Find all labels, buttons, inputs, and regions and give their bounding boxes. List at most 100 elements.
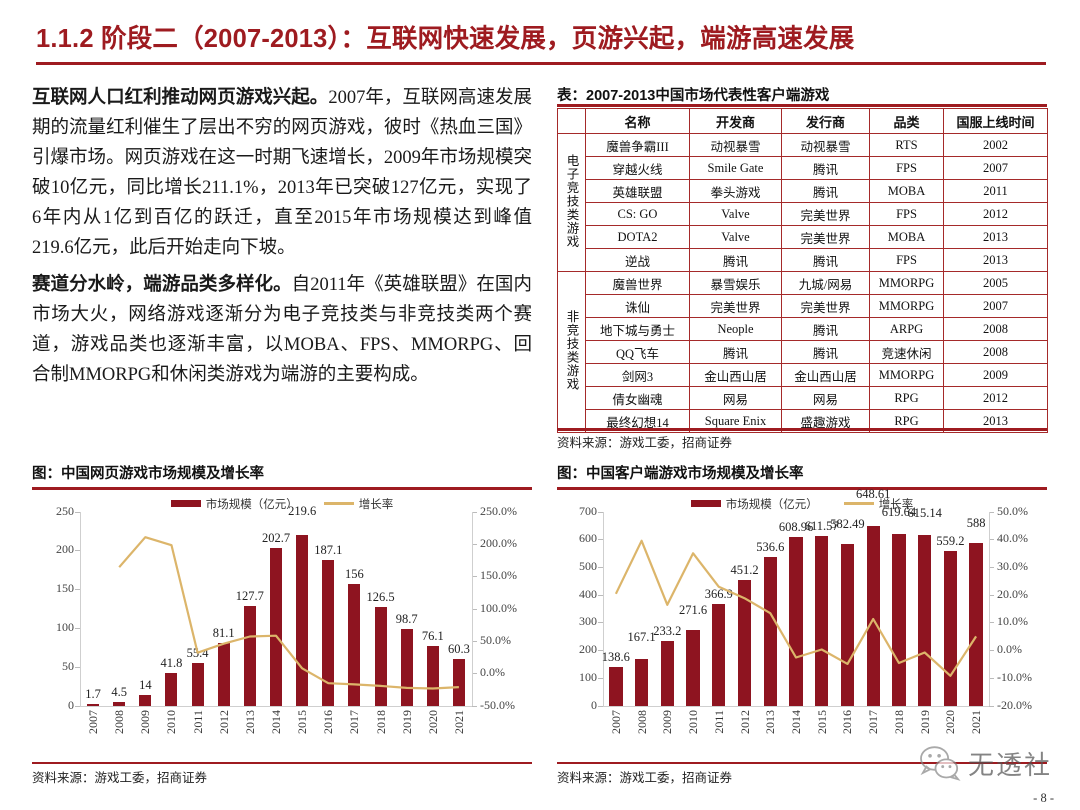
table-body: 电子竞技类游戏 魔兽争霸III 动视暴雪 动视暴雪 RTS 2002 穿越火线 Smile G… [557,133,1048,433]
bar [686,630,700,706]
y-axis-left-tick-mark [598,705,603,707]
legend-swatch-icon [690,500,721,507]
client-games-table: 名称 开发商 发行商 品类 国服上线时间 电子竞技类游戏 魔兽争霸III 动视暴雪 动视暴雪 R… [557,108,1048,433]
x-axis-tick-label: 2021 [969,709,984,734]
table-cell: 诛仙 [585,294,690,318]
y-axis-right-tick-mark [989,511,994,513]
table-row: CS: GO Valve 完美世界 FPS 2012 [558,202,1048,226]
figure-webgame-source: 资料来源：游戏工委，招商证券 [32,771,208,785]
bar [165,673,178,706]
x-axis-tick-label: 2018 [373,709,388,734]
x-axis-tick-label: 2019 [917,709,932,734]
table-cell: MMORPG [869,271,944,295]
x-axis-tick-label: 2011 [711,709,726,734]
table-cell: 竞速休闲 [869,340,944,364]
table-cell: 金山西山居 [689,363,782,387]
figure-webgame-caption-divider [32,487,532,490]
x-axis-tick-label: 2008 [112,709,127,734]
bar-value-label: 156 [345,567,364,582]
x-axis-tick-label: 2014 [789,709,803,734]
y-axis-left-spine [603,511,604,706]
figure-clientgame-caption: 图：中国客户端游戏市场规模及增长率 [557,466,804,482]
x-axis-tick-label: 2011 [190,709,205,734]
x-axis-tick-label: 2007 [608,709,623,734]
legend-swatch-icon [170,500,201,507]
chart-legend: 市场规模（亿元） 增长率 [557,496,1047,512]
table-cell: CS: GO [585,202,690,226]
watermark-text: 无透社 [967,750,1052,780]
legend-label: 市场规模（亿元） [725,498,818,511]
y-axis-left-tick: 50 [62,658,74,673]
table-cell: 2007 [943,294,1048,318]
watermark: 无透社 [918,744,1052,782]
y-axis-right-tick: 0.0% [997,642,1022,657]
y-axis-right-spine [989,511,990,706]
x-axis-tick-label: 2010 [164,709,179,734]
x-axis-tick-label: 2017 [347,709,362,734]
y-axis-right-tick-mark [989,677,994,679]
x-axis-tick-label: 2013 [242,709,257,734]
table-header-2: 开发商 [689,108,782,134]
figure-webgame-source-divider [32,761,532,764]
table-category-label: 电子竞技类游戏 [564,153,579,249]
y-axis-right-tick: 250.0% [480,503,517,518]
x-axis-tick-label: 2020 [943,709,958,734]
table-header-4: 品类 [869,108,944,134]
table-cell: FPS [869,248,944,272]
y-axis-left-tick-mark [75,666,80,668]
table-row: QQ飞车 腾讯 腾讯 竞速休闲 2008 [558,340,1048,364]
figure-clientgame-source: 资料来源：游戏工委，招商证券 [557,771,733,785]
table-row: 逆战 腾讯 腾讯 FPS 2013 [558,248,1048,272]
bar [87,704,100,706]
table-category-label: 非竞技类游戏 [564,310,579,391]
table-cell: MOBA [869,225,944,249]
table-cell: 金山西山居 [781,363,870,387]
y-axis-right-tick-mark [472,576,477,578]
figure-clientgame-source-divider [557,761,1047,764]
y-axis-left-tick: 400 [579,586,597,601]
table-row: 穿越火线 Smile Gate 腾讯 FPS 2007 [558,156,1048,180]
bar-value-label: 1.7 [85,687,101,702]
x-axis-tick-label: 2013 [763,709,778,734]
table-header-1: 名称 [585,108,690,134]
body-text-column: 互联网人口红利推动网页游戏兴起。2007年，互联网高速发展期的流量红利催生了层出… [32,82,532,396]
table-header-5: 国服上线时间 [943,108,1048,134]
legend-label: 增长率 [358,498,394,511]
figure-clientgame: 图：中国客户端游戏市场规模及增长率 市场规模（亿元） 增长率 0 100 200 300 4… [557,462,1047,786]
bar [296,535,309,706]
x-axis-tick-label: 2015 [295,709,310,734]
table-row: 诛仙 完美世界 完美世界 MMORPG 2007 [558,294,1048,318]
y-axis-right-tick: -20.0% [997,697,1032,712]
table-cell: 完美世界 [689,294,782,318]
x-axis-tick-label: 2012 [216,709,231,734]
y-axis-left-tick-mark [75,511,80,513]
table-cell: 2009 [943,363,1048,387]
table-cell: 动视暴雪 [781,133,870,157]
table-cell: 腾讯 [689,248,782,272]
table-header-category [557,108,586,134]
y-axis-right-tick-mark [989,594,994,596]
legend-item: 市场规模（亿元） [690,496,818,512]
table-cell: 拳头游戏 [689,179,782,203]
y-axis-right-tick: 50.0% [997,503,1028,518]
y-axis-right-tick: 200.0% [480,535,517,550]
y-axis-right-tick: 40.0% [997,531,1028,546]
table-row: 非竞技类游戏 魔兽世界 暴雪娱乐 九城/网易 MMORPG 2005 [557,271,1048,433]
x-axis-tick-label: 2007 [86,709,101,734]
y-axis-left-tick: 250 [56,503,74,518]
x-axis-tick-label: 2019 [399,709,414,734]
bar [269,548,282,706]
table-cell: 腾讯 [781,179,870,203]
x-axis-tick-label: 2016 [840,709,855,734]
bar-value-label: 126.5 [366,590,395,605]
y-axis-left-tick-mark [598,511,603,513]
table-header-3: 发行商 [781,108,870,134]
table-cell: 腾讯 [781,317,870,341]
table-cell: 暴雪娱乐 [689,271,782,295]
table-cell: 网易 [781,386,870,410]
table-cell: Smile Gate [689,156,782,180]
y-axis-right-tick-mark [989,650,994,652]
table-row: DOTA2 Valve 完美世界 MOBA 2013 [558,225,1048,249]
table-cell: ARPG [869,317,944,341]
